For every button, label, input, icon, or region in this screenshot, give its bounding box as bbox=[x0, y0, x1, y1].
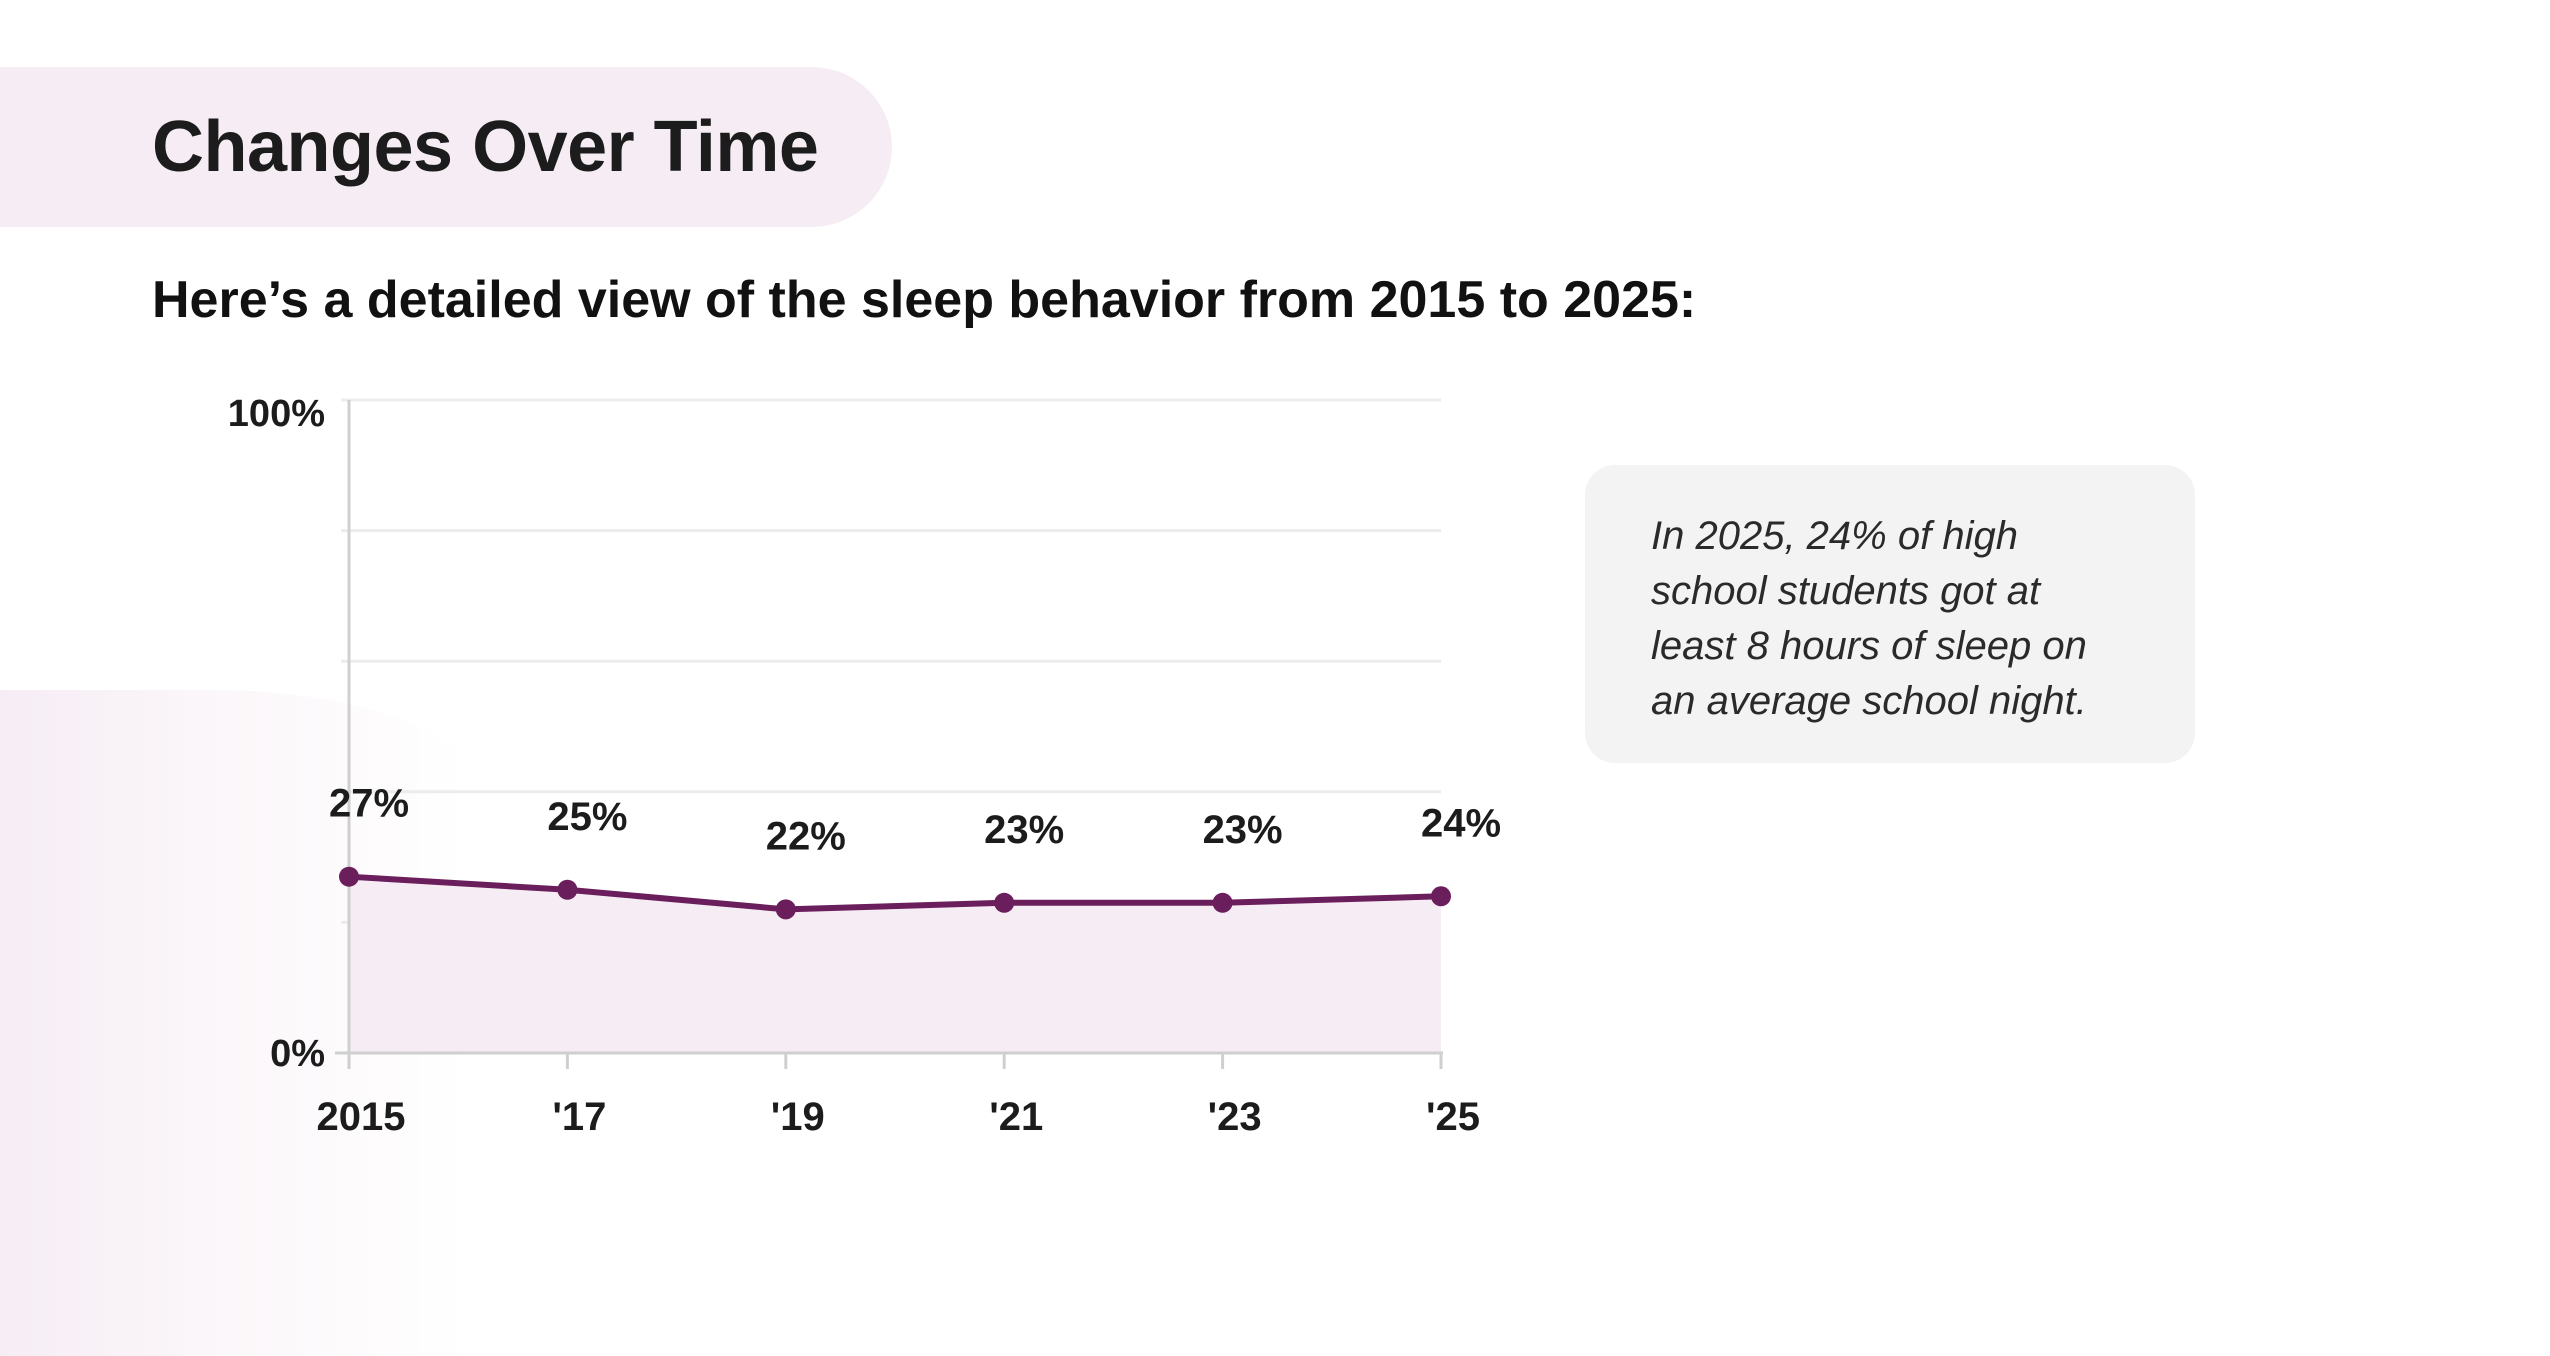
data-label-2: 22% bbox=[766, 814, 846, 858]
data-point-1 bbox=[557, 879, 578, 900]
series-line bbox=[346, 873, 1444, 913]
x-tick-label-0: 2015 bbox=[317, 1095, 406, 1139]
y-tick-label-bottom: 0% bbox=[270, 1033, 325, 1075]
page-title: Changes Over Time bbox=[152, 107, 819, 187]
title-banner bbox=[0, 67, 892, 227]
data-label-5: 24% bbox=[1421, 801, 1501, 845]
x-tick-label-2: '19 bbox=[771, 1095, 825, 1139]
x-axis-ticks bbox=[347, 1053, 1443, 1069]
data-point-5 bbox=[1431, 886, 1451, 907]
data-point-2 bbox=[775, 899, 796, 920]
data-labels: 27% 25% 22% 23% 23% 24% bbox=[329, 782, 1501, 859]
data-point-0 bbox=[339, 866, 359, 887]
chart-area-fill bbox=[349, 876, 1441, 1053]
data-point-4 bbox=[1212, 892, 1233, 913]
x-tick-label-3: '21 bbox=[989, 1095, 1043, 1139]
callout-box: In 2025, 24% of high school students got… bbox=[1585, 465, 2195, 763]
data-points bbox=[339, 866, 1451, 920]
x-tick-label-1: '17 bbox=[552, 1095, 606, 1139]
data-label-3: 23% bbox=[984, 808, 1064, 852]
data-label-0: 27% bbox=[329, 782, 409, 826]
x-tick-label-4: '23 bbox=[1208, 1095, 1262, 1139]
data-label-4: 23% bbox=[1203, 808, 1283, 852]
y-tick-label-top: 100% bbox=[228, 393, 325, 435]
data-label-1: 25% bbox=[547, 795, 627, 839]
page-subtitle: Here’s a detailed view of the sleep beha… bbox=[152, 271, 1697, 329]
data-point-3 bbox=[994, 892, 1015, 913]
callout-text: In 2025, 24% of high school students got… bbox=[1651, 514, 2087, 723]
x-tick-label-5: '25 bbox=[1426, 1095, 1480, 1139]
x-tick-labels: 2015 '17 '19 '21 '23 '25 bbox=[317, 1095, 1481, 1139]
